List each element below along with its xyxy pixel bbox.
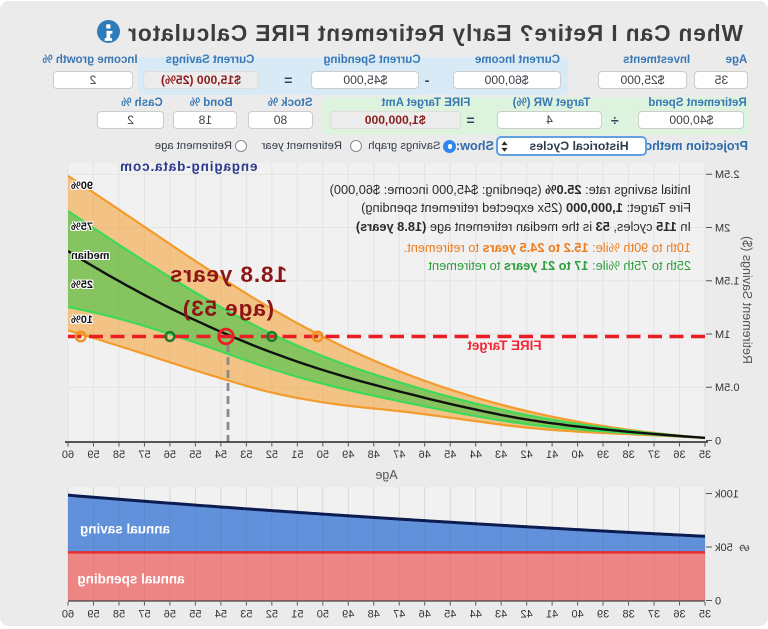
- svg-text:35: 35: [699, 609, 711, 621]
- svg-text:47: 47: [393, 449, 405, 461]
- svg-text:39: 39: [597, 609, 609, 621]
- svg-text:Retirement Savings ($): Retirement Savings ($): [740, 236, 754, 364]
- svg-text:57: 57: [138, 609, 150, 621]
- svg-text:46: 46: [419, 609, 431, 621]
- svg-text:37: 37: [648, 609, 660, 621]
- svg-text:50: 50: [317, 609, 329, 621]
- svg-text:51: 51: [291, 449, 303, 461]
- svg-text:36: 36: [673, 449, 685, 461]
- svg-text:48: 48: [368, 609, 380, 621]
- svg-text:0.5M: 0.5M: [715, 382, 739, 394]
- svg-text:48: 48: [368, 449, 380, 461]
- svg-text:1M: 1M: [715, 329, 730, 341]
- svg-text:58: 58: [113, 609, 125, 621]
- svg-text:$: $: [737, 544, 751, 551]
- svg-text:51: 51: [291, 609, 303, 621]
- svg-text:40: 40: [571, 449, 583, 461]
- svg-text:44: 44: [470, 609, 482, 621]
- svg-text:60: 60: [62, 609, 74, 621]
- svg-text:59: 59: [87, 609, 99, 621]
- svg-text:40: 40: [571, 609, 583, 621]
- svg-text:44: 44: [470, 449, 482, 461]
- svg-text:54: 54: [215, 449, 227, 461]
- svg-text:54: 54: [215, 609, 227, 621]
- svg-text:2.5M: 2.5M: [715, 169, 739, 181]
- svg-text:42: 42: [521, 609, 533, 621]
- svg-text:55: 55: [189, 449, 201, 461]
- svg-text:52: 52: [266, 449, 278, 461]
- svg-text:38: 38: [622, 609, 634, 621]
- svg-text:49: 49: [342, 449, 354, 461]
- svg-text:45: 45: [444, 609, 456, 621]
- svg-text:35: 35: [699, 449, 711, 461]
- svg-text:0: 0: [715, 435, 721, 447]
- svg-text:100k: 100k: [715, 488, 739, 500]
- svg-text:39: 39: [597, 449, 609, 461]
- svg-text:49: 49: [342, 609, 354, 621]
- svg-text:43: 43: [495, 609, 507, 621]
- svg-text:0: 0: [715, 595, 721, 607]
- svg-text:Age: Age: [375, 468, 397, 482]
- svg-text:1.5M: 1.5M: [715, 276, 739, 288]
- svg-text:42: 42: [521, 449, 533, 461]
- svg-text:50: 50: [317, 449, 329, 461]
- svg-text:57: 57: [138, 449, 150, 461]
- svg-text:45: 45: [444, 449, 456, 461]
- svg-text:52: 52: [266, 609, 278, 621]
- svg-text:43: 43: [495, 449, 507, 461]
- svg-text:56: 56: [164, 449, 176, 461]
- svg-text:53: 53: [240, 609, 252, 621]
- svg-text:2M: 2M: [715, 222, 730, 234]
- svg-text:56: 56: [164, 609, 176, 621]
- svg-text:38: 38: [622, 449, 634, 461]
- svg-text:55: 55: [189, 609, 201, 621]
- svg-text:58: 58: [113, 449, 125, 461]
- svg-text:46: 46: [419, 449, 431, 461]
- svg-text:47: 47: [393, 609, 405, 621]
- svg-text:53: 53: [240, 449, 252, 461]
- svg-text:60: 60: [62, 449, 74, 461]
- svg-text:41: 41: [546, 609, 558, 621]
- svg-text:36: 36: [673, 609, 685, 621]
- svg-text:41: 41: [546, 449, 558, 461]
- svg-text:50k: 50k: [715, 542, 733, 554]
- svg-text:59: 59: [87, 449, 99, 461]
- svg-text:37: 37: [648, 449, 660, 461]
